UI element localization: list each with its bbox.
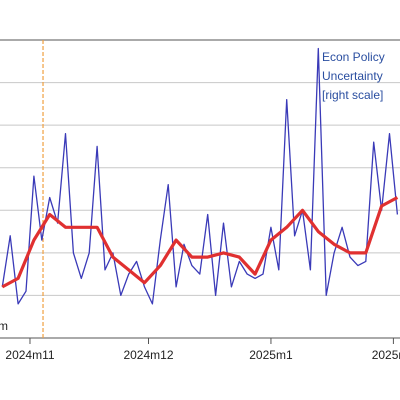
x-tick-label: 2024m11 xyxy=(5,348,54,362)
x-tick-label: 2025m2 xyxy=(372,348,400,362)
series-line xyxy=(1,196,399,289)
legend-text: Econ Policy xyxy=(322,50,385,64)
series-line xyxy=(1,47,399,305)
legend-text: [right scale] xyxy=(322,88,383,102)
x-tick-label: 2024m12 xyxy=(123,348,173,362)
x-tick-label: 2025m1 xyxy=(249,348,293,362)
legend-text: Uncertainty xyxy=(322,69,383,83)
corner-text: m xyxy=(0,319,8,333)
